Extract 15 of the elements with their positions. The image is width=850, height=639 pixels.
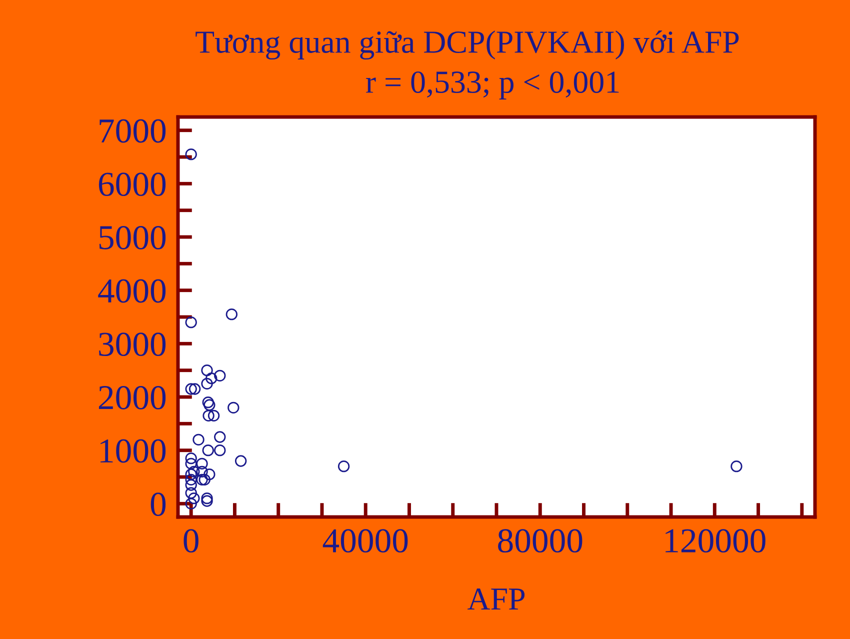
chart-subtitle: r = 0,533; p < 0,001	[366, 71, 619, 100]
y-tick-label: 5000	[99, 226, 166, 250]
y-tick-label: 6000	[98, 172, 166, 196]
x-tick-label: 80000	[498, 529, 582, 553]
y-tick-label: 3000	[99, 332, 166, 356]
chart-title: Tương quan giữa DCP(PIVKAII) với AFP	[196, 30, 739, 60]
x-axis-title: AFP	[468, 588, 525, 610]
x-tick-label: 0	[184, 529, 198, 553]
x-tick-label: 40000	[322, 529, 408, 553]
y-tick-label: 1000	[100, 439, 166, 463]
y-tick-label: 4000	[98, 279, 166, 303]
y-tick-label: 0	[150, 492, 166, 516]
x-tick-label: 120000	[666, 529, 766, 553]
y-tick-label: 7000	[100, 119, 166, 143]
y-tick-label: 2000	[98, 386, 166, 410]
